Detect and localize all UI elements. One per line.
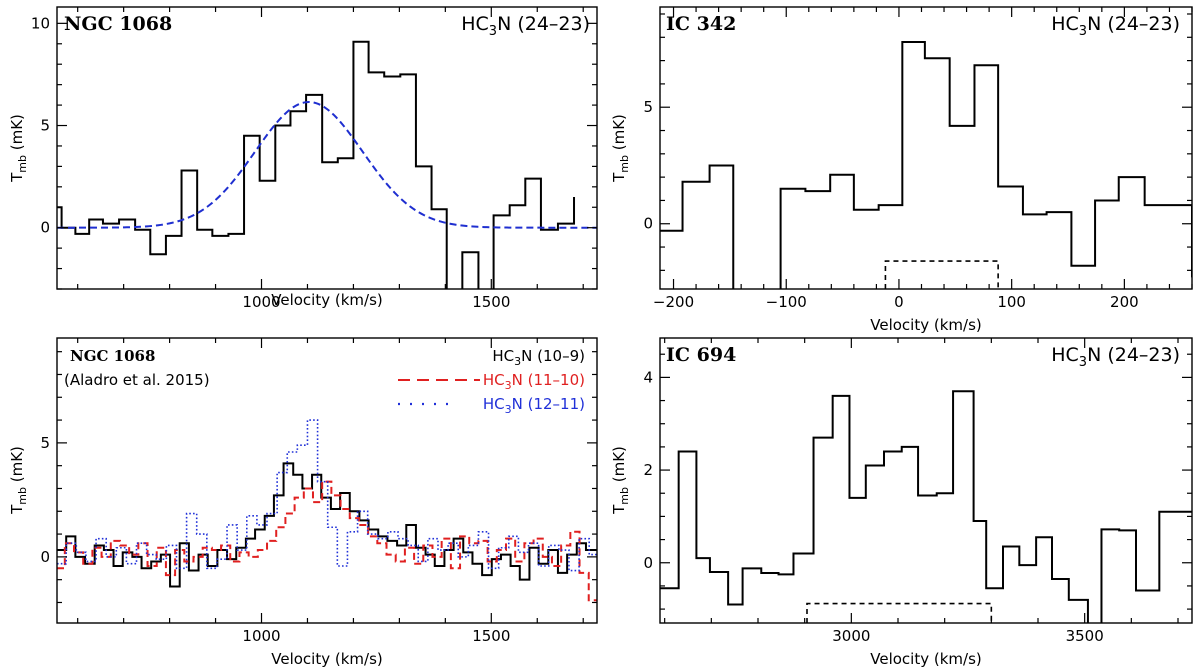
plot-frame xyxy=(56,337,598,624)
x-axis-label: Velocity (km/s) xyxy=(271,291,382,309)
velocity-range-bracket xyxy=(806,602,993,623)
axis-ticks xyxy=(57,7,597,290)
y-axis-label: Tmb (mK) xyxy=(610,114,631,183)
x-tick-label: −100 xyxy=(766,293,807,311)
y-tick-label: 10 xyxy=(31,14,50,32)
x-tick-label: −200 xyxy=(653,293,694,311)
galaxy-label: NGC 1068 xyxy=(64,13,172,35)
y-tick-label: 4 xyxy=(643,368,653,386)
y-tick-label: 0 xyxy=(643,215,653,233)
gaussian-fit-line xyxy=(57,101,597,229)
x-tick-label: 100 xyxy=(997,293,1026,311)
axis-ticks xyxy=(660,7,1193,289)
y-tick-label: 0 xyxy=(40,548,50,566)
series-hc3n-12-11--line xyxy=(57,419,597,572)
x-tick-label: 1000 xyxy=(242,627,280,645)
legend-entry-11-10: HC3N (11–10) xyxy=(483,371,585,392)
y-axis-label: Tmb (mK) xyxy=(8,114,29,183)
panel-ngc1068-bottom: 1000 1500 0 5 NGC 1068 (Aladro et al. 2015)… xyxy=(8,337,598,668)
panel-ic342: −200 −100 0 100 200 0 5 IC 342 HC3N (24–23) Ve… xyxy=(610,6,1193,334)
galaxy-label: NGC 1068 xyxy=(70,347,155,365)
y-tick-label: 5 xyxy=(643,98,653,116)
galaxy-label: IC 342 xyxy=(666,13,736,35)
plot-frame xyxy=(659,6,1193,290)
axis-ticks xyxy=(660,338,1192,623)
legend-entry-12-11: HC3N (12–11) xyxy=(483,395,585,416)
plot-frame xyxy=(56,6,598,290)
x-tick-label: 3000 xyxy=(832,627,870,645)
y-axis-label: Tmb (mK) xyxy=(8,446,29,515)
y-tick-label: 0 xyxy=(643,554,653,572)
y-tick-label: 2 xyxy=(643,461,653,479)
series-hc3n-24-23-spectrum-line xyxy=(660,40,1192,289)
x-axis-label: Velocity (km/s) xyxy=(870,316,981,334)
series-hc3n-24-23-spectrum-line xyxy=(57,40,576,289)
plot-area xyxy=(660,40,1192,289)
panel-ic694: 3000 3500 0 2 4 IC 694 HC3N (24–23) Velocity… xyxy=(610,337,1193,668)
series-hc3n-24-23-spectrum-line xyxy=(660,390,1192,623)
velocity-range-bracket xyxy=(884,260,999,289)
plot-frame xyxy=(659,337,1193,624)
axis-ticks xyxy=(57,338,597,623)
y-tick-label: 5 xyxy=(40,434,50,452)
x-tick-label: 3500 xyxy=(1066,627,1104,645)
x-tick-label: 1000 xyxy=(242,293,280,311)
y-axis-label: Tmb (mK) xyxy=(610,446,631,515)
citation-label: (Aladro et al. 2015) xyxy=(64,371,210,389)
line-label: HC3N (24–23) xyxy=(1051,344,1180,370)
panel-ngc1068-top: 1000 1500 0 5 10 NGC 1068 HC3N (24–23) Veloc… xyxy=(8,6,598,311)
plot-area xyxy=(57,40,597,289)
x-tick-label: 0 xyxy=(894,293,904,311)
x-tick-label: 200 xyxy=(1110,293,1139,311)
legend: HC3N (10–9) HC3N (11–10) HC3N (12–11) xyxy=(398,347,585,416)
line-label: HC3N (24–23) xyxy=(461,13,590,39)
series-hc3n-10-9--line xyxy=(57,462,597,588)
x-tick-label: 1500 xyxy=(472,627,510,645)
y-tick-label: 0 xyxy=(40,219,50,237)
plot-area xyxy=(660,390,1192,623)
plot-area xyxy=(57,419,597,602)
series-hc3n-11-10--line xyxy=(57,480,597,602)
x-axis-label: Velocity (km/s) xyxy=(870,650,981,668)
line-label: HC3N (24–23) xyxy=(1051,13,1180,39)
legend-entry-10-9: HC3N (10–9) xyxy=(492,347,585,368)
y-tick-label: 5 xyxy=(40,117,50,135)
x-axis-label: Velocity (km/s) xyxy=(271,650,382,668)
x-tick-label: 1500 xyxy=(472,293,510,311)
galaxy-label: IC 694 xyxy=(666,344,736,366)
